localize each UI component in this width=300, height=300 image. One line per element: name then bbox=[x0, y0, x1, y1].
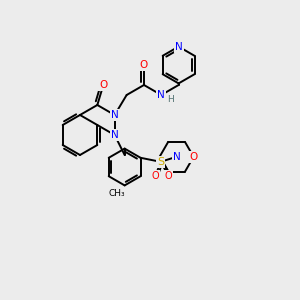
Text: CH₃: CH₃ bbox=[108, 189, 125, 198]
Text: O: O bbox=[140, 60, 148, 70]
Text: O: O bbox=[165, 171, 172, 181]
Text: N: N bbox=[111, 110, 119, 120]
Text: O: O bbox=[190, 152, 198, 162]
Text: O: O bbox=[152, 171, 159, 181]
Text: H: H bbox=[167, 95, 174, 104]
Text: N: N bbox=[111, 130, 119, 140]
Text: N: N bbox=[175, 42, 182, 52]
Text: S: S bbox=[157, 157, 164, 167]
Text: N: N bbox=[158, 90, 165, 100]
Text: O: O bbox=[99, 80, 107, 90]
Text: N: N bbox=[173, 152, 181, 162]
